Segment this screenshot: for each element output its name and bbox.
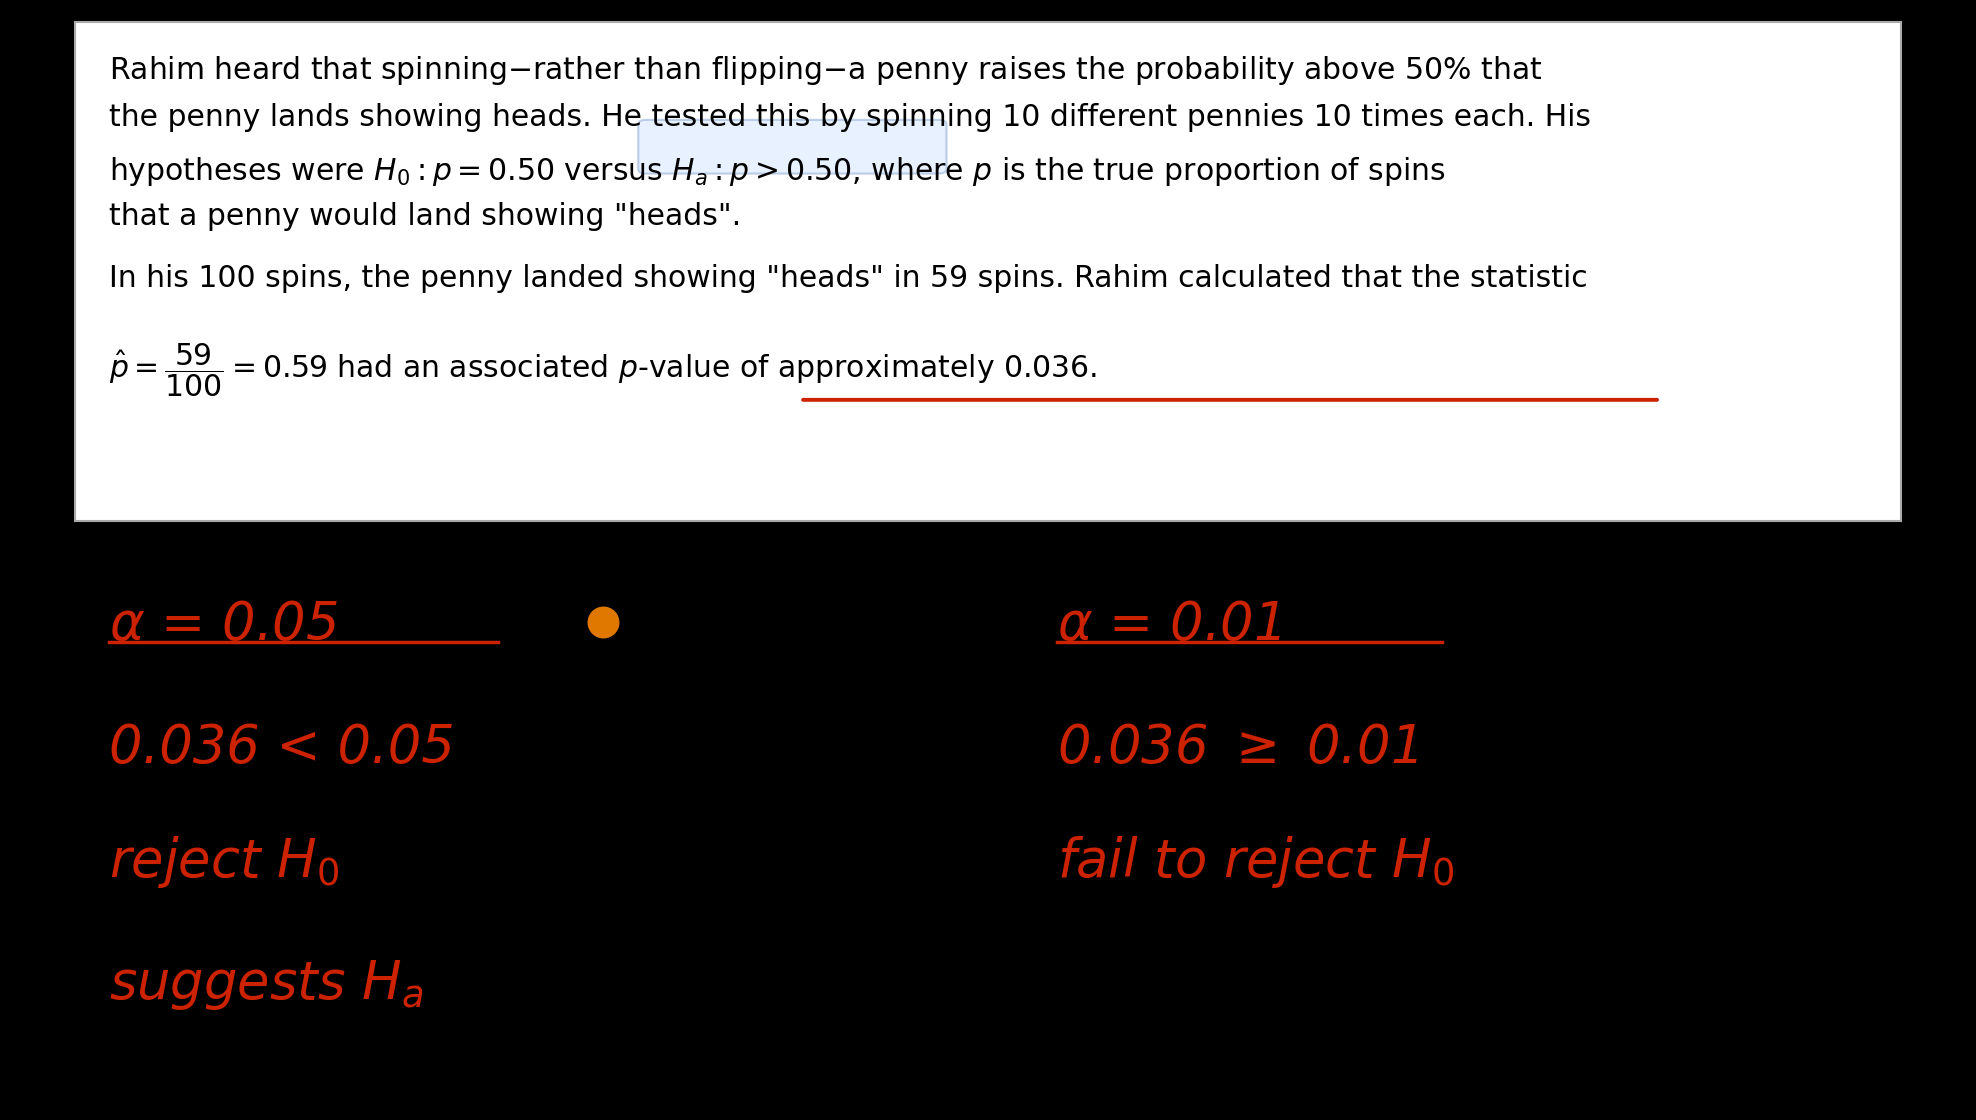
Text: suggests $H_a$: suggests $H_a$ [109, 958, 423, 1011]
Text: that a penny would land showing "heads".: that a penny would land showing "heads". [109, 202, 741, 231]
Text: In his 100 spins, the penny landed showing "heads" in 59 spins. Rahim calculated: In his 100 spins, the penny landed showi… [109, 264, 1587, 293]
Text: 0.036 $\geq$ 0.01: 0.036 $\geq$ 0.01 [1057, 722, 1419, 774]
Text: the penny lands showing heads. He tested this by spinning 10 different pennies 1: the penny lands showing heads. He tested… [109, 103, 1591, 132]
Text: $\alpha$ = 0.05: $\alpha$ = 0.05 [109, 599, 338, 651]
Text: Rahim heard that spinning$-$rather than flipping$-$a penny raises the probabilit: Rahim heard that spinning$-$rather than … [109, 54, 1541, 86]
Text: $\alpha$ = 0.01: $\alpha$ = 0.01 [1057, 599, 1280, 651]
Text: $\hat{p} = \dfrac{59}{100} = 0.59$ had an associated $p$-value of approximately : $\hat{p} = \dfrac{59}{100} = 0.59$ had a… [109, 342, 1097, 399]
Text: hypotheses were $H_0 : p = 0.50$ versus $H_a : p > 0.50$, where $p$ is the true : hypotheses were $H_0 : p = 0.50$ versus … [109, 155, 1444, 187]
Text: 0.036 < 0.05: 0.036 < 0.05 [109, 722, 454, 774]
Text: reject $H_0$: reject $H_0$ [109, 834, 340, 890]
FancyBboxPatch shape [638, 120, 947, 174]
Text: fail to reject $H_0$: fail to reject $H_0$ [1057, 834, 1454, 890]
FancyBboxPatch shape [75, 22, 1901, 521]
